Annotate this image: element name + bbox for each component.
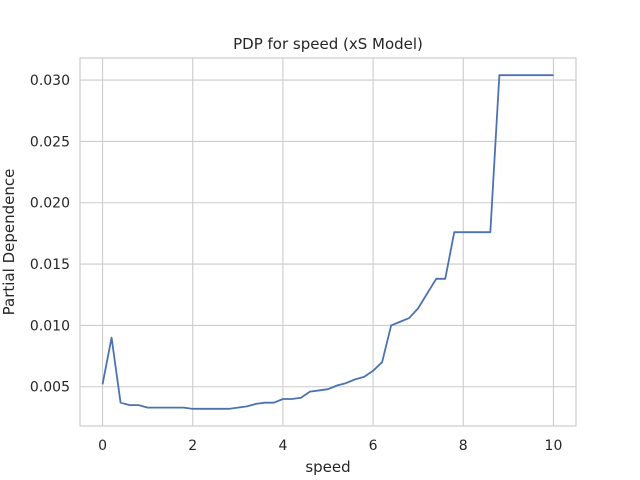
- y-tick-labels: 0.005 0.010 0.015 0.020 0.025 0.030: [30, 73, 70, 396]
- series-layer: [101, 74, 554, 410]
- x-tick-label: 8: [459, 438, 468, 454]
- chart-title: PDP for speed (xS Model): [233, 35, 423, 53]
- gridlines: [80, 58, 576, 426]
- x-tick-label: 10: [545, 438, 563, 454]
- y-tick-label: 0.030: [30, 73, 70, 89]
- y-tick-label: 0.015: [30, 257, 70, 273]
- x-tick-label: 6: [369, 438, 378, 454]
- y-tick-label: 0.025: [30, 134, 70, 150]
- series-line: [101, 74, 554, 410]
- y-axis-label: Partial Dependence: [0, 169, 18, 316]
- y-tick-label: 0.020: [30, 196, 70, 212]
- x-tick-label: 4: [278, 438, 287, 454]
- x-tick-labels: 0 2 4 6 8 10: [98, 438, 562, 454]
- x-axis-label: speed: [305, 458, 350, 476]
- x-tick-label: 0: [98, 438, 107, 454]
- y-tick-label: 0.010: [30, 318, 70, 334]
- y-tick-label: 0.005: [30, 380, 70, 396]
- plot-frame: [79, 57, 577, 427]
- x-tick-label: 2: [188, 438, 197, 454]
